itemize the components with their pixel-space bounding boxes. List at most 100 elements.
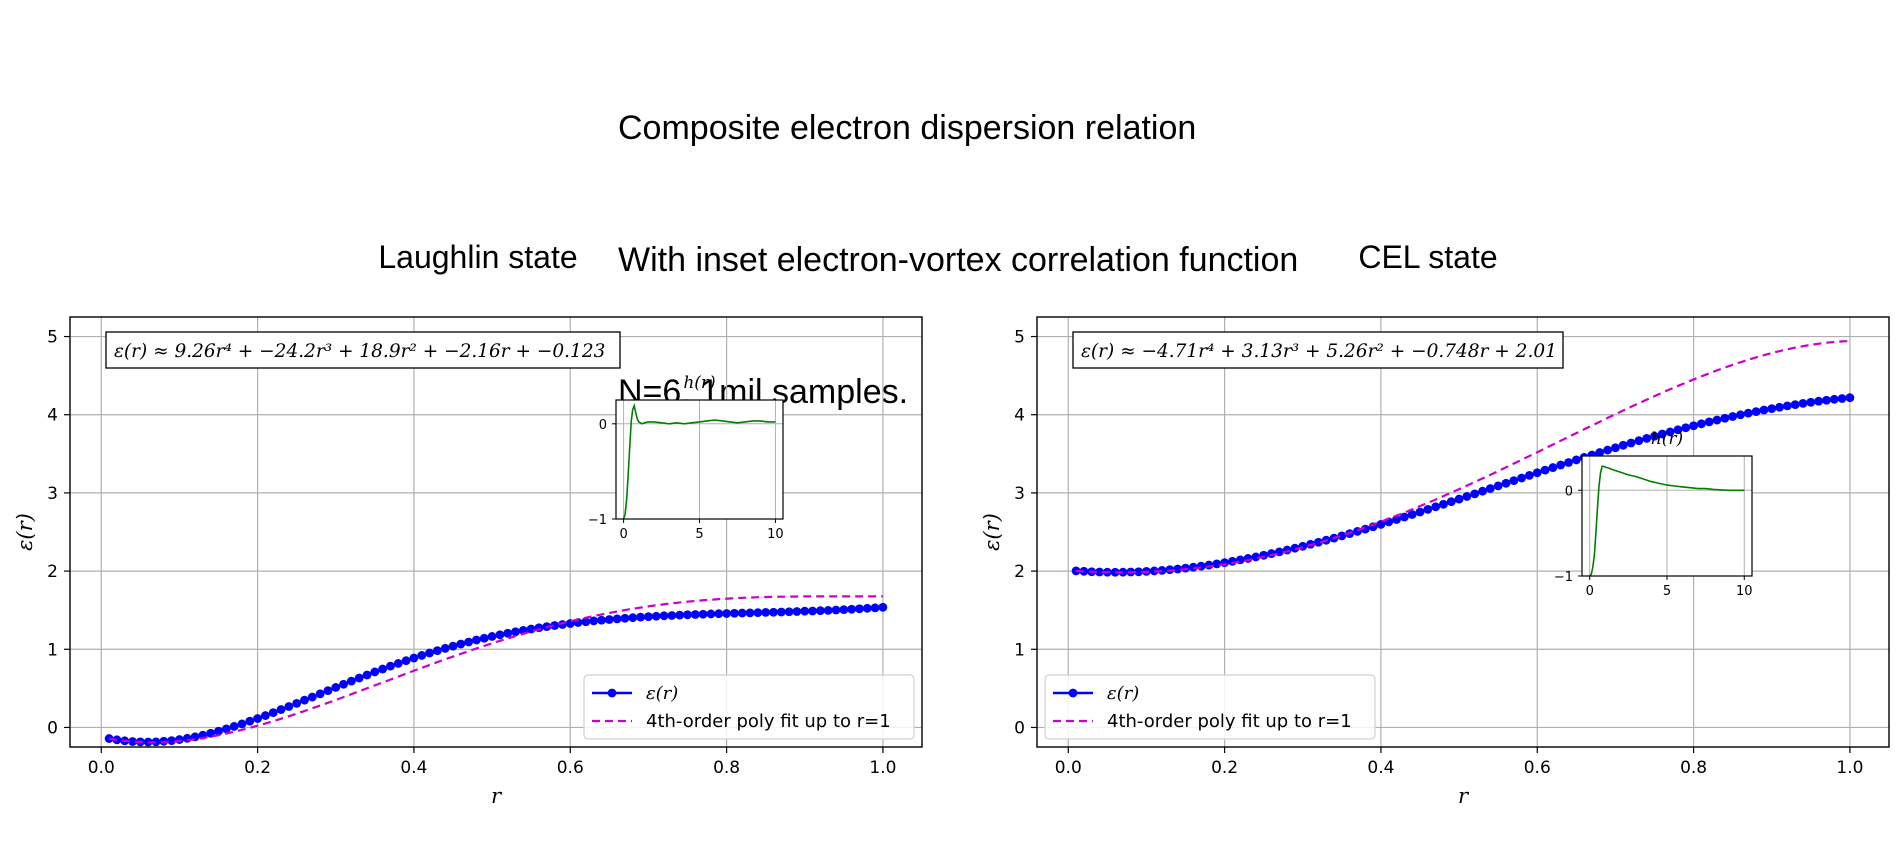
data-point (745, 608, 755, 618)
data-point (456, 639, 466, 649)
data-point (253, 714, 262, 723)
plot-frame (1036, 316, 1890, 748)
data-point (1525, 470, 1534, 480)
data-point (1814, 396, 1824, 406)
fit-equation: ε(r) ≈ −4.71r⁴ + 3.13r³ + 5.26r² + −0.74… (1081, 341, 1557, 362)
data-point (1790, 400, 1800, 410)
inset-y-tick-label: −1 (588, 513, 607, 528)
y-tick-label: 1 (1014, 640, 1025, 660)
data-point (307, 692, 317, 702)
data-point (315, 689, 325, 699)
data-point (1485, 484, 1495, 493)
inset-series-line (622, 402, 776, 519)
data-point (1439, 499, 1448, 509)
data-point (815, 606, 825, 616)
y-tick-label: 4 (1014, 406, 1025, 426)
data-point (1681, 423, 1691, 433)
x-tick-label: 1.0 (1836, 758, 1863, 778)
data-point (479, 633, 489, 643)
data-point (1626, 438, 1636, 448)
data-point (675, 610, 685, 620)
x-tick-label: 1.0 (869, 758, 896, 778)
data-point (737, 608, 747, 618)
data-point (870, 603, 880, 613)
data-point (1415, 507, 1425, 517)
data-point (784, 607, 794, 617)
data-point (229, 722, 239, 731)
inset-h-of-r: 0 5 10 −1 0 h(r) (588, 373, 784, 542)
data-point (1822, 395, 1831, 405)
data-point (1493, 481, 1503, 491)
data-point (1173, 564, 1183, 574)
data-point (167, 736, 177, 745)
figure-suptitle: Composite electron dispersion relation W… (618, 18, 1298, 458)
data-point (698, 609, 708, 619)
data-point (597, 615, 606, 625)
data-point (1665, 427, 1675, 437)
legend-label-polyfit: 4th-order poly fit up to r=1 (1107, 711, 1352, 732)
data-point (378, 664, 388, 674)
data-point (620, 613, 630, 623)
data-point (1478, 486, 1487, 496)
y-tick-label: 1 (47, 640, 58, 660)
y-tick-label: 5 (1014, 328, 1025, 348)
data-point (1313, 537, 1323, 547)
series-line-polyfit (108, 595, 883, 744)
fit-equation-box (105, 331, 621, 369)
data-point (1571, 455, 1581, 465)
data-point (769, 607, 778, 617)
data-point (1360, 524, 1370, 534)
data-point (1337, 531, 1347, 541)
data-point (440, 643, 450, 653)
legend-label-polyfit: 4th-order poly fit up to r=1 (646, 711, 891, 732)
data-point (300, 695, 309, 705)
inset-y-tick-label: 0 (1565, 484, 1573, 499)
y-tick-label: 0 (1014, 718, 1025, 738)
data-point (1657, 429, 1667, 439)
data-point (761, 607, 771, 617)
data-point (182, 733, 192, 743)
data-point (1837, 394, 1847, 403)
data-point (1642, 434, 1652, 443)
data-point (823, 605, 833, 615)
data-point (1095, 567, 1104, 577)
x-axis-label: r (491, 784, 503, 808)
data-point (237, 719, 247, 729)
x-tick-label: 0.2 (244, 758, 271, 778)
y-tick-label: 5 (47, 328, 58, 348)
data-point (1720, 413, 1730, 423)
y-tick-label: 3 (1014, 484, 1025, 504)
panel-title: CEL state (1358, 239, 1497, 275)
data-point (792, 607, 802, 616)
data-point (1188, 562, 1198, 572)
data-point (1157, 565, 1167, 575)
data-point (511, 627, 520, 637)
data-point (1376, 519, 1386, 529)
data-point (1798, 398, 1808, 408)
legend-label-epsilon: ε(r) (646, 683, 678, 704)
data-point (1689, 421, 1698, 431)
data-point (1751, 407, 1761, 416)
data-point (1501, 478, 1511, 488)
x-axis-label: r (1458, 784, 1470, 808)
data-point (636, 612, 646, 622)
data-point (730, 608, 739, 618)
data-point (1634, 436, 1644, 446)
data-point (1759, 405, 1769, 415)
data-point (1470, 489, 1480, 499)
data-point (526, 624, 536, 634)
y-axis-label: ε(r) (13, 513, 37, 551)
inset-series-line (1589, 465, 1745, 576)
data-point (1509, 476, 1519, 486)
data-point (417, 651, 427, 660)
data-point (292, 698, 302, 708)
data-point (370, 667, 380, 677)
y-tick-label: 2 (47, 562, 58, 582)
fit-equation-box (1072, 331, 1564, 369)
data-point (1556, 460, 1566, 470)
legend-box (1044, 674, 1376, 740)
inset-y-tick-label: −1 (1554, 570, 1573, 585)
inset-title: h(r) (683, 373, 715, 393)
data-point (346, 676, 356, 686)
data-point (354, 673, 364, 683)
